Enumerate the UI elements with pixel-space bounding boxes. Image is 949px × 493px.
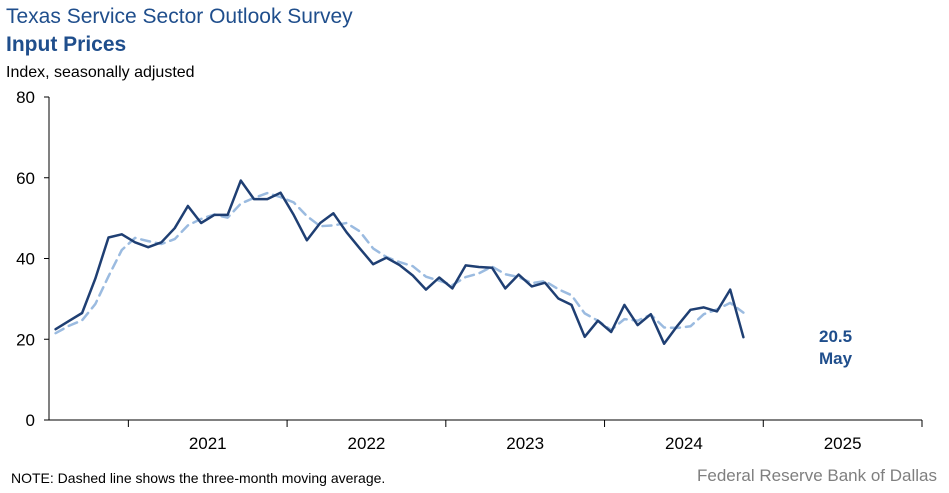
chart-subtitle: Input Prices: [6, 33, 127, 56]
x-tick-label: 2022: [348, 434, 386, 453]
moving-average-line: [54, 191, 745, 335]
y-axis-unit-label: Index, seasonally adjusted: [6, 64, 195, 81]
chart-axes: 0 20 40 60 80 2021 2022 2023 2024 2025: [16, 88, 923, 453]
x-tick-label: 2025: [824, 434, 862, 453]
x-tick-label: 2021: [189, 434, 227, 453]
y-tick-label: 0: [26, 411, 35, 430]
footnote: NOTE: Dashed line shows the three-month …: [11, 470, 386, 486]
x-tick-label: 2023: [506, 434, 544, 453]
latest-value-label: 20.5: [819, 327, 852, 346]
y-tick-label: 40: [16, 250, 35, 269]
y-tick-label: 80: [16, 88, 35, 107]
input-prices-index-line: [54, 179, 745, 345]
source-credit: Federal Reserve Bank of Dallas: [696, 466, 937, 485]
y-tick-label: 60: [16, 169, 35, 188]
chart-title: Texas Service Sector Outlook Survey: [6, 5, 353, 28]
y-tick-label: 20: [16, 330, 35, 349]
chart-series-layer: [54, 179, 745, 345]
latest-month-label: May: [819, 349, 853, 368]
x-tick-label: 2024: [665, 434, 703, 453]
